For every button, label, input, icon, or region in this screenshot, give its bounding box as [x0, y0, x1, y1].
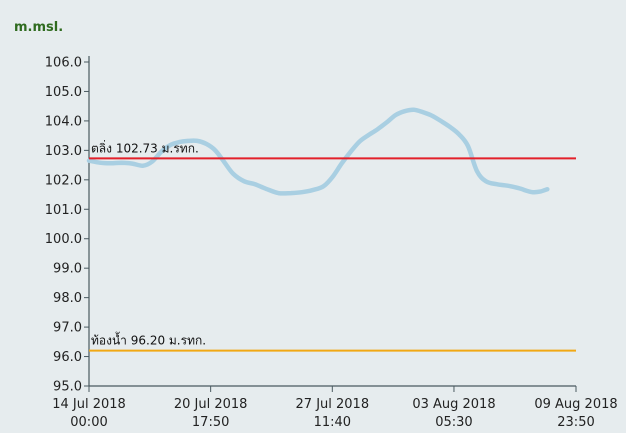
y-tick-label: 105.0 [45, 85, 82, 100]
x-tick-date-label: 20 Jul 2018 [174, 397, 248, 412]
y-tick-label: 98.0 [53, 291, 82, 306]
y-tick-label: 97.0 [53, 321, 82, 336]
x-tick-date-label: 14 Jul 2018 [52, 397, 126, 412]
x-tick-date-label: 27 Jul 2018 [296, 397, 370, 412]
x-tick-time-label: 11:40 [314, 415, 351, 430]
y-tick-label: 99.0 [53, 262, 82, 277]
x-tick-date-label: 03 Aug 2018 [412, 397, 495, 412]
y-tick-label: 100.0 [45, 232, 82, 247]
y-tick-label: 102.0 [45, 173, 82, 188]
water-level-series-line [86, 107, 550, 196]
reference-line-label-0: ตลิ่ง 102.73 ม.รทก. [91, 139, 199, 155]
x-tick-time-label: 05:30 [435, 415, 472, 430]
y-tick-label: 95.0 [53, 380, 82, 395]
y-axis-unit-label: m.msl. [14, 20, 64, 35]
x-tick-date-label: 09 Aug 2018 [534, 397, 617, 412]
reference-line-label-1: ท้องน้ำ 96.20 ม.รทก. [91, 332, 206, 348]
y-tick-label: 101.0 [45, 203, 82, 218]
y-tick-label: 103.0 [45, 144, 82, 159]
y-tick-label: 104.0 [45, 114, 82, 129]
x-tick-time-label: 00:00 [70, 415, 107, 430]
y-tick-label: 96.0 [53, 350, 82, 365]
x-tick-time-label: 23:50 [557, 415, 594, 430]
x-tick-time-label: 17:50 [192, 415, 229, 430]
y-tick-label: 106.0 [45, 56, 82, 71]
